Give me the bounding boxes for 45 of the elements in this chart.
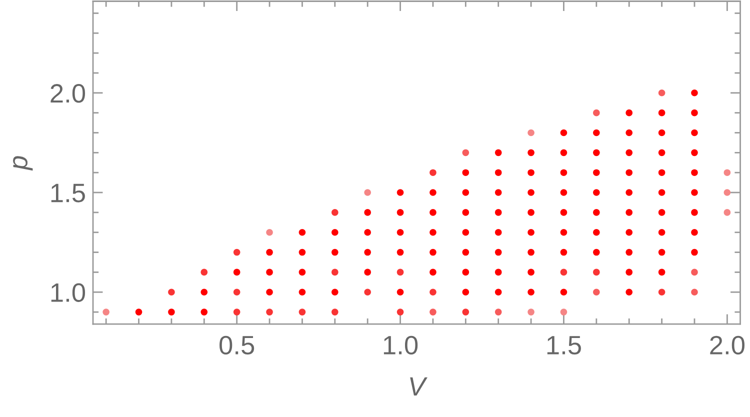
point	[298, 308, 306, 316]
point	[724, 209, 731, 216]
point	[724, 169, 731, 176]
y-tick-label: 2.0	[50, 84, 86, 103]
x-axis-title: V	[410, 377, 428, 396]
point	[593, 109, 600, 116]
point	[724, 189, 731, 196]
point	[691, 268, 698, 276]
y-tick-label: 1.0	[51, 283, 86, 302]
point	[332, 209, 338, 216]
y-axis-title: p	[13, 156, 33, 171]
point	[364, 189, 371, 196]
point	[168, 288, 175, 296]
point	[102, 308, 110, 316]
y-tick-label: 1.5	[51, 184, 85, 202]
point	[200, 268, 208, 276]
point	[364, 288, 371, 296]
point	[528, 129, 534, 136]
point	[266, 308, 273, 316]
point	[658, 89, 666, 96]
x-tick-label: 1.0	[384, 336, 418, 355]
point	[430, 308, 436, 316]
point	[233, 308, 240, 316]
point	[691, 288, 698, 296]
point	[462, 308, 470, 316]
point	[462, 149, 470, 156]
point	[528, 308, 534, 316]
point	[396, 268, 404, 276]
point	[266, 228, 273, 236]
point	[233, 288, 240, 296]
point	[233, 248, 240, 256]
point	[593, 288, 600, 296]
point	[560, 268, 568, 276]
point	[430, 288, 436, 296]
x-tick-label: 2.0	[710, 336, 744, 355]
point	[494, 308, 502, 316]
point	[430, 169, 436, 176]
point	[593, 268, 600, 276]
point	[396, 308, 404, 316]
point	[332, 268, 338, 276]
x-tick-label: 0.5	[220, 336, 254, 355]
point	[658, 288, 666, 296]
point	[332, 308, 338, 316]
x-tick-label: 1.5	[547, 336, 581, 355]
point	[560, 308, 568, 316]
